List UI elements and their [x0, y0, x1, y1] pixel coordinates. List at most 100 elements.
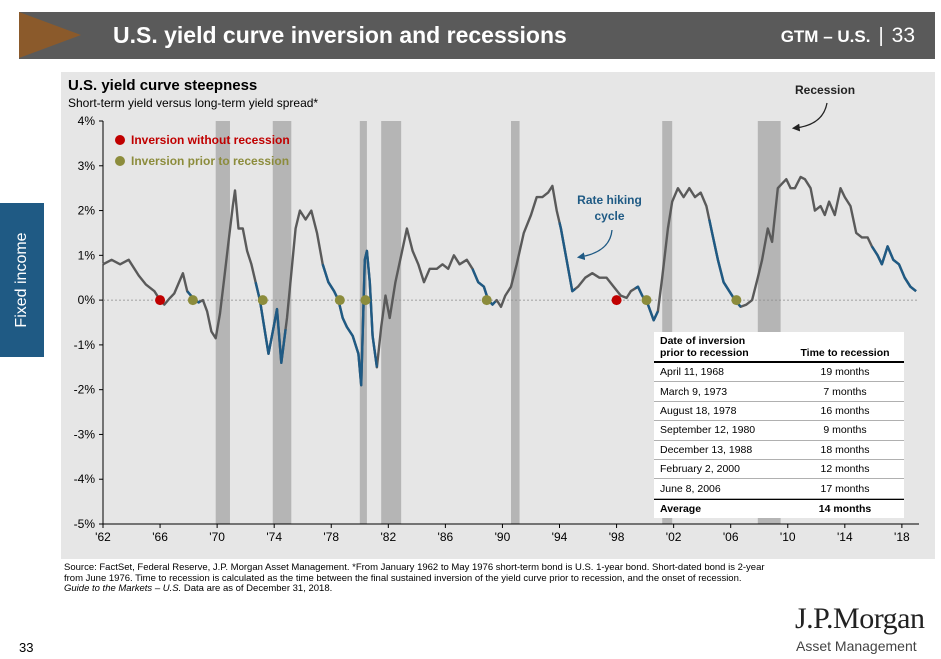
header-bar — [19, 12, 935, 59]
hiking-cycle-line — [708, 219, 742, 308]
hiking-cycle-line — [321, 249, 379, 387]
table-cell-date: June 8, 2006 — [660, 482, 721, 495]
y-tick-label: 4% — [78, 114, 96, 128]
rate-hiking-line1: Rate hiking — [577, 193, 642, 207]
inversion-prior-to-recession-marker — [334, 295, 345, 306]
x-tick-label: '74 — [266, 530, 282, 544]
red-dot-icon — [115, 135, 125, 145]
page-title: U.S. yield curve inversion and recession… — [113, 22, 567, 48]
source-text: Source: FactSet, Federal Reserve, J.P. M… — [64, 562, 765, 584]
table-header-date-line1: Date of inversion — [660, 335, 746, 347]
hiking-cycle-line — [870, 245, 917, 293]
recession-band — [215, 121, 230, 524]
recession-band — [272, 121, 292, 524]
x-tick-label: '86 — [438, 530, 454, 544]
y-tick-label: 1% — [78, 248, 96, 262]
recession-arrow-icon — [791, 102, 828, 132]
table-cell-date: April 11, 1968 — [660, 366, 725, 379]
hiking-arrow-icon — [576, 229, 613, 261]
x-tick-label: '66 — [152, 530, 168, 544]
legend-item-prior-to-recession: Inversion prior to recession — [115, 154, 289, 168]
x-tick-label: '82 — [380, 530, 396, 544]
source-note: Source: FactSet, Federal Reserve, J.P. M… — [64, 562, 784, 595]
table-cell-time: 19 months — [820, 366, 870, 379]
recession-band — [381, 121, 402, 524]
inversion-prior-to-recession-marker — [731, 295, 742, 306]
hiking-cycle-line — [558, 222, 576, 293]
table-cell-avg-value: 14 months — [818, 502, 872, 515]
header-page-number: 33 — [891, 24, 915, 47]
table-row: February 2, 2000 12 months — [654, 460, 904, 480]
side-tab — [0, 203, 44, 357]
x-tick-label: '78 — [323, 530, 339, 544]
x-tick-label: '98 — [609, 530, 625, 544]
table-cell-time: 9 months — [823, 424, 867, 437]
x-tick-label: '62 — [95, 530, 111, 544]
x-tick-label: '02 — [666, 530, 682, 544]
rate-hiking-line2: cycle — [594, 209, 625, 223]
recession-band — [511, 121, 520, 524]
recession-band — [662, 121, 673, 524]
header-separator: | — [878, 25, 884, 47]
table-header-date-line2: prior to recession — [660, 347, 749, 359]
table-header: Date of inversion prior to recession Tim… — [654, 332, 904, 363]
guide-rest: Data are as of December 31, 2018. — [181, 583, 333, 594]
guide-note: Guide to the Markets – U.S. Data are as … — [64, 583, 784, 595]
table-row: September 12, 1980 9 months — [654, 421, 904, 441]
inversion-without-recession-marker — [155, 295, 166, 306]
table-cell-date: February 2, 2000 — [660, 463, 740, 476]
table-cell-date: March 9, 1973 — [660, 385, 728, 398]
y-tick-label: 0% — [78, 293, 96, 307]
header-arrow-icon — [19, 12, 81, 58]
hiking-cycle-line — [471, 268, 497, 306]
table-cell-date: December 13, 1988 — [660, 443, 753, 456]
x-tick-label: '18 — [894, 530, 910, 544]
x-tick-label: '10 — [780, 530, 796, 544]
table-header-time: Time to recession — [800, 347, 890, 359]
table-row: June 8, 2006 17 months — [654, 479, 904, 499]
x-tick-label: '94 — [552, 530, 568, 544]
table-row: March 9, 1973 7 months — [654, 382, 904, 402]
section-label: GTM – U.S. — [780, 27, 871, 46]
y-tick-label: -5% — [74, 517, 96, 531]
y-tick-label: 2% — [78, 204, 96, 218]
table-cell-date: August 18, 1978 — [660, 404, 737, 417]
table-row: April 11, 1968 19 months — [654, 363, 904, 383]
olive-dot-icon — [115, 156, 125, 166]
inversion-prior-to-recession-marker — [257, 295, 268, 306]
asset-management-logo: Asset Management — [796, 638, 917, 654]
y-tick-label: -4% — [74, 472, 96, 486]
rate-hiking-annotation: Rate hiking cycle — [562, 192, 657, 224]
table-header-date: Date of inversion prior to recession — [660, 335, 790, 359]
table-cell-time: 18 months — [820, 443, 870, 456]
jpmorgan-logo: J.P.Morgan — [795, 602, 925, 635]
table-cell-time: 16 months — [820, 404, 870, 417]
inversion-prior-to-recession-marker — [360, 295, 371, 306]
table-row-average: Average 14 months — [654, 498, 904, 518]
inversion-without-recession-marker — [611, 295, 622, 306]
table-cell-date: September 12, 1980 — [660, 424, 756, 437]
chart-subtitle: Short-term yield versus long-term yield … — [68, 96, 319, 110]
chart-title: U.S. yield curve steepness — [68, 77, 258, 94]
x-tick-label: '06 — [723, 530, 739, 544]
table-cell-time: 7 months — [823, 385, 867, 398]
inversion-prior-to-recession-marker — [187, 295, 198, 306]
table-row: August 18, 1978 16 months — [654, 402, 904, 422]
y-tick-label: -1% — [74, 338, 96, 352]
y-tick-label: -3% — [74, 427, 96, 441]
table-cell-time: 12 months — [820, 463, 870, 476]
table-cell-time: 17 months — [820, 482, 870, 495]
x-tick-label: '90 — [495, 530, 511, 544]
inversion-table: Date of inversion prior to recession Tim… — [654, 332, 904, 519]
table-row: December 13, 1988 18 months — [654, 441, 904, 460]
y-tick-label: -2% — [74, 383, 96, 397]
recession-annotation: Recession — [795, 83, 856, 97]
legend-label: Inversion prior to recession — [131, 154, 290, 168]
legend-item-without-recession: Inversion without recession — [115, 133, 290, 147]
inversion-prior-to-recession-marker — [481, 295, 492, 306]
inversion-prior-to-recession-marker — [641, 295, 652, 306]
page-number: 33 — [19, 640, 34, 655]
table-cell-avg-label: Average — [660, 502, 702, 515]
header-section: GTM – U.S. | 33 — [781, 12, 915, 59]
